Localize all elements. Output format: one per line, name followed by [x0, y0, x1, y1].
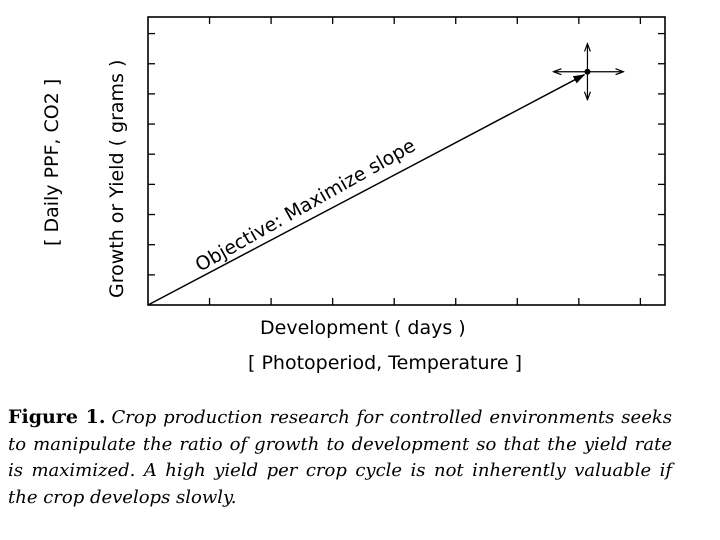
growth-line — [147, 74, 586, 306]
figure-chart: Objective: Maximize slope Development ( … — [41, 16, 666, 374]
figure-caption: Figure 1. Crop production research for co… — [8, 404, 672, 511]
target-point-crosshair — [553, 44, 623, 100]
x-axis-sublabel: [ Photoperiod, Temperature ] — [248, 352, 522, 374]
plot-frame — [147, 16, 666, 306]
caption-text: Crop production research for controlled … — [8, 407, 672, 508]
target-point — [584, 68, 591, 75]
y-axis-label: Growth or Yield ( grams ) — [106, 60, 128, 298]
y-axis-sublabel: [ Daily PPF, CO2 ] — [41, 79, 63, 246]
x-axis-label: Development ( days ) — [260, 317, 466, 339]
caption-label: Figure 1. — [8, 406, 106, 428]
slope-annotation: Objective: Maximize slope — [192, 135, 420, 277]
axis-ticks — [148, 17, 665, 305]
